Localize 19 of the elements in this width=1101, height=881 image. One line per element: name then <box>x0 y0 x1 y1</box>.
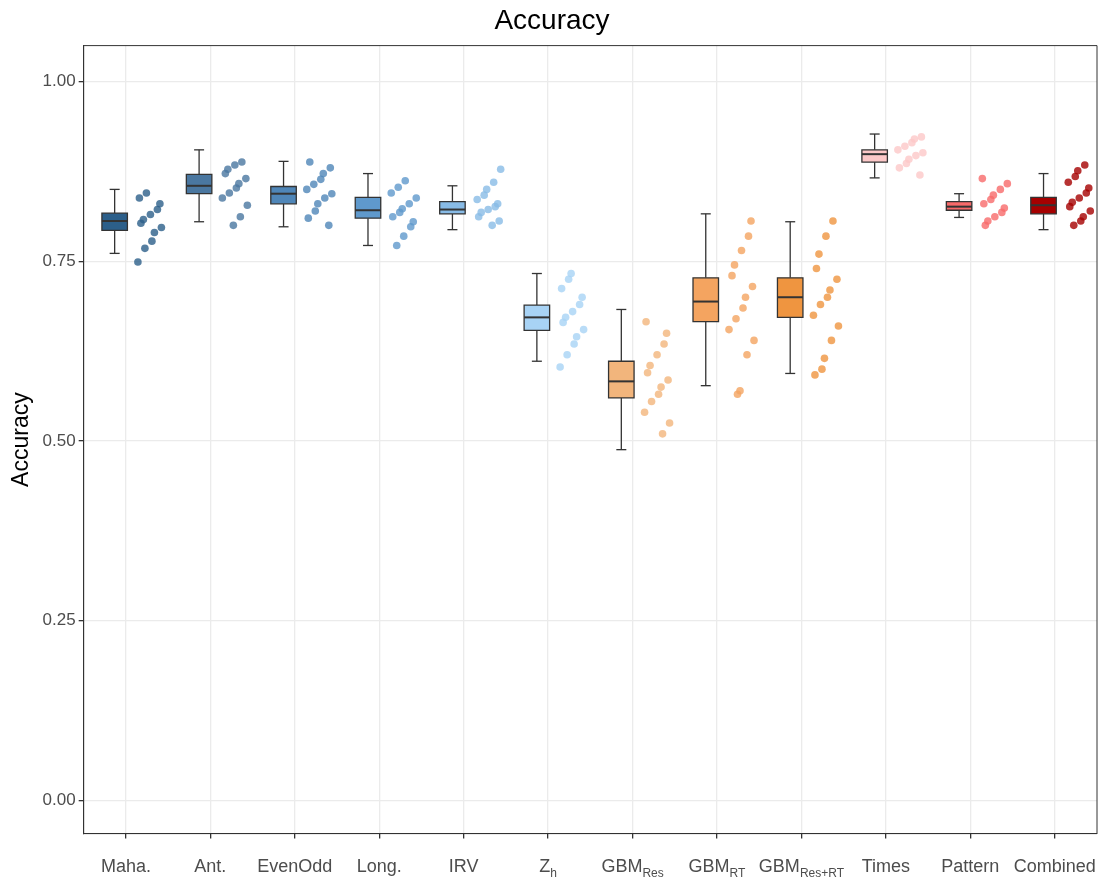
x-tick-label: GBM$_{Res}$ <box>601 856 664 880</box>
x-tick-label: Z$_{h}$ <box>539 856 557 880</box>
x-tick-label: Times <box>861 856 911 877</box>
x-tick-label: Pattern <box>941 856 1000 877</box>
x-tick-label: GBM$_{Res+RT}$ <box>758 856 845 880</box>
x-tick-label: Combined <box>1013 856 1096 877</box>
y-tick-label: 0.75 <box>42 250 76 270</box>
x-tick-label: Ant. <box>194 856 227 877</box>
y-axis-title: Accuracy <box>7 391 34 487</box>
chart-title: Accuracy <box>494 3 610 35</box>
x-tick-label: Long. <box>356 856 402 877</box>
x-tick-label: IRV <box>448 856 479 877</box>
x-tick-label: EvenOdd <box>257 856 333 877</box>
y-tick-label: 0.50 <box>42 430 76 450</box>
y-tick-label: 1.00 <box>42 71 76 91</box>
y-tick-label: 0.00 <box>42 790 76 810</box>
x-tick-label: Maha. <box>100 856 151 877</box>
y-tick-label: 0.25 <box>42 610 76 630</box>
x-tick-label: GBM$_{RT}$ <box>688 856 746 880</box>
